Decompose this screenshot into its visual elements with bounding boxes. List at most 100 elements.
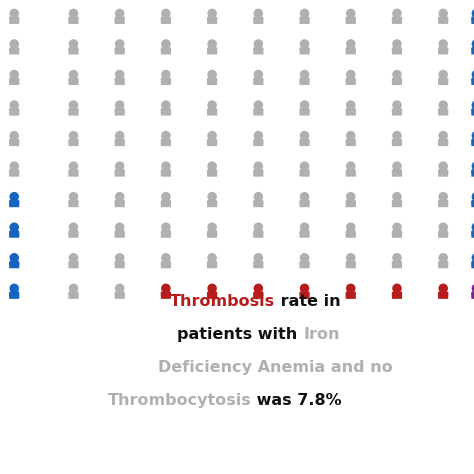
Circle shape xyxy=(69,254,78,262)
Polygon shape xyxy=(69,292,78,298)
Polygon shape xyxy=(472,200,474,207)
Circle shape xyxy=(301,223,309,231)
Polygon shape xyxy=(438,169,448,176)
Text: Thrombocytosis: Thrombocytosis xyxy=(108,393,251,409)
Circle shape xyxy=(208,101,216,109)
Circle shape xyxy=(254,101,263,109)
Circle shape xyxy=(116,192,124,201)
Circle shape xyxy=(346,254,355,262)
Circle shape xyxy=(393,101,401,109)
Circle shape xyxy=(301,71,309,79)
Circle shape xyxy=(10,71,18,79)
Polygon shape xyxy=(208,47,217,54)
Polygon shape xyxy=(69,78,78,84)
Circle shape xyxy=(393,284,401,292)
Polygon shape xyxy=(69,139,78,146)
Polygon shape xyxy=(254,47,263,54)
Polygon shape xyxy=(472,17,474,23)
Circle shape xyxy=(69,101,78,109)
Polygon shape xyxy=(472,139,474,146)
Circle shape xyxy=(116,71,124,79)
Circle shape xyxy=(10,162,18,170)
Polygon shape xyxy=(9,17,19,23)
Polygon shape xyxy=(346,139,356,146)
Circle shape xyxy=(10,40,18,48)
Circle shape xyxy=(301,9,309,18)
Text: was 7.8%: was 7.8% xyxy=(251,393,342,409)
Circle shape xyxy=(439,71,447,79)
Circle shape xyxy=(208,284,216,292)
Circle shape xyxy=(393,162,401,170)
Polygon shape xyxy=(438,47,448,54)
Polygon shape xyxy=(115,139,124,146)
Polygon shape xyxy=(9,169,19,176)
Polygon shape xyxy=(300,261,309,268)
Circle shape xyxy=(439,9,447,18)
Circle shape xyxy=(116,40,124,48)
Circle shape xyxy=(254,192,263,201)
Polygon shape xyxy=(161,200,171,207)
Polygon shape xyxy=(300,17,309,23)
Polygon shape xyxy=(115,261,124,268)
Polygon shape xyxy=(208,261,217,268)
Polygon shape xyxy=(69,230,78,237)
Circle shape xyxy=(393,192,401,201)
Circle shape xyxy=(116,162,124,170)
Circle shape xyxy=(393,254,401,262)
Circle shape xyxy=(393,131,401,140)
Circle shape xyxy=(346,284,355,292)
Polygon shape xyxy=(254,169,263,176)
Circle shape xyxy=(439,40,447,48)
Polygon shape xyxy=(438,78,448,84)
Polygon shape xyxy=(161,139,171,146)
Circle shape xyxy=(69,71,78,79)
Polygon shape xyxy=(115,169,124,176)
Polygon shape xyxy=(9,292,19,298)
Polygon shape xyxy=(438,108,448,115)
Circle shape xyxy=(208,131,216,140)
Polygon shape xyxy=(208,230,217,237)
Circle shape xyxy=(162,223,170,231)
Polygon shape xyxy=(300,292,309,298)
Polygon shape xyxy=(161,292,171,298)
Circle shape xyxy=(346,162,355,170)
Polygon shape xyxy=(161,108,171,115)
Polygon shape xyxy=(346,47,356,54)
Text: Iron: Iron xyxy=(303,327,340,342)
Circle shape xyxy=(208,71,216,79)
Text: Thrombosis: Thrombosis xyxy=(170,294,275,309)
Circle shape xyxy=(254,131,263,140)
Text: Deficiency Anemia and no: Deficiency Anemia and no xyxy=(157,360,392,375)
Polygon shape xyxy=(346,292,356,298)
Polygon shape xyxy=(300,47,309,54)
Polygon shape xyxy=(346,261,356,268)
Circle shape xyxy=(10,101,18,109)
Polygon shape xyxy=(346,230,356,237)
Polygon shape xyxy=(9,108,19,115)
Circle shape xyxy=(439,101,447,109)
Polygon shape xyxy=(472,292,474,298)
Polygon shape xyxy=(438,292,448,298)
Circle shape xyxy=(346,223,355,231)
Circle shape xyxy=(346,192,355,201)
Circle shape xyxy=(393,9,401,18)
Circle shape xyxy=(472,9,474,18)
Polygon shape xyxy=(300,200,309,207)
Circle shape xyxy=(472,101,474,109)
Circle shape xyxy=(393,223,401,231)
Polygon shape xyxy=(208,200,217,207)
Circle shape xyxy=(472,284,474,292)
Polygon shape xyxy=(438,261,448,268)
Circle shape xyxy=(116,284,124,292)
Polygon shape xyxy=(9,78,19,84)
Polygon shape xyxy=(392,17,401,23)
Circle shape xyxy=(10,192,18,201)
Circle shape xyxy=(162,254,170,262)
Polygon shape xyxy=(392,47,401,54)
Circle shape xyxy=(346,131,355,140)
Circle shape xyxy=(254,40,263,48)
Polygon shape xyxy=(69,169,78,176)
Circle shape xyxy=(162,71,170,79)
Polygon shape xyxy=(346,200,356,207)
Polygon shape xyxy=(69,261,78,268)
